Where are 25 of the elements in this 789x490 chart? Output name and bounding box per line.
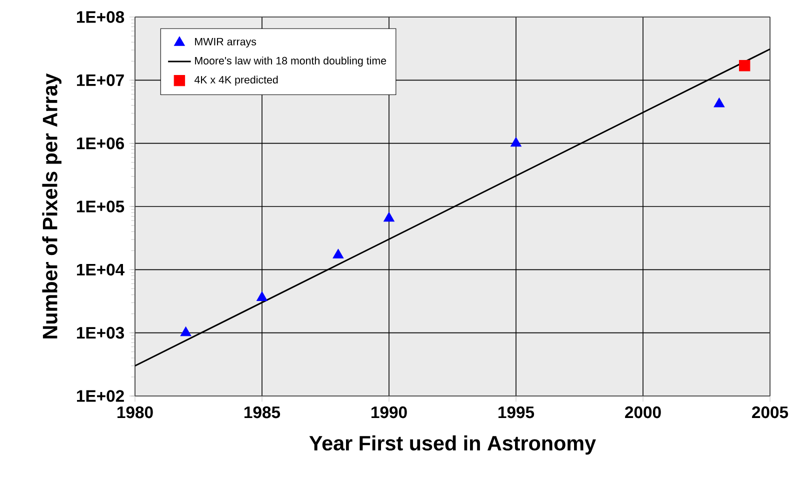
y-tick-label: 1E+02: [77, 390, 124, 402]
x-tick-label: 1985: [244, 406, 280, 418]
x-tick-label: 1995: [498, 406, 534, 418]
y-tick-label: 1E+07: [77, 74, 124, 86]
y-tick-label: 1E+06: [77, 137, 124, 150]
x-tick-label: 1980: [118, 406, 153, 418]
point: [180, 326, 192, 336]
legend-label: Moore's law with 18 month doubling time: [195, 56, 386, 67]
point: [332, 248, 344, 258]
y-tick-label: 1E+03: [77, 326, 124, 339]
legend-label: MWIR arrays: [195, 38, 256, 48]
x-tick-label: 1990: [372, 406, 407, 418]
point: [256, 291, 268, 301]
x-axis-title: Year First used in Astronomy: [309, 435, 596, 455]
y-tick-label: 1E+04: [77, 264, 125, 276]
y-axis-title: Number of Pixels per Array: [42, 73, 62, 338]
point: [739, 60, 750, 72]
y-tick-label: 1E+05: [77, 200, 124, 212]
point: [384, 212, 394, 222]
x-tick-label: 2005: [752, 406, 788, 418]
legend-label: 4K x 4K predicted: [194, 76, 278, 86]
point: [714, 98, 725, 108]
x-tick-label: 2000: [625, 406, 661, 418]
y-tick-label: 1E+08: [77, 11, 124, 23]
point: [510, 137, 522, 147]
